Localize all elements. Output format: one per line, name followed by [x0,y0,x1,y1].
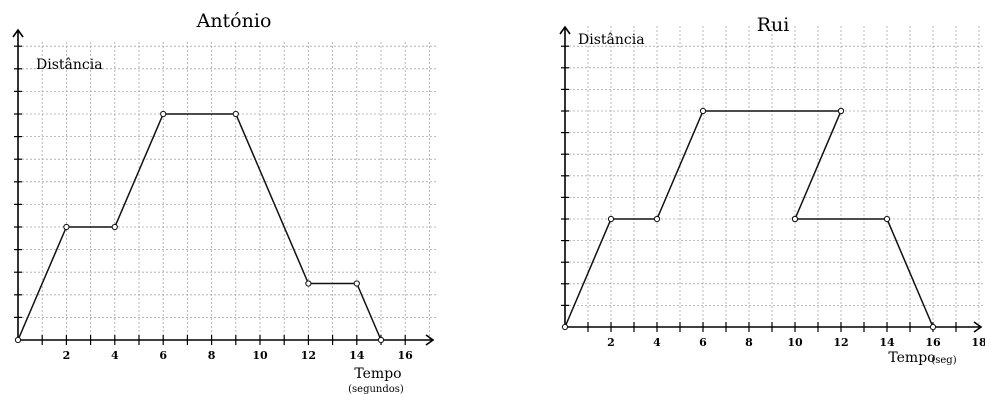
x-tick-label: 2 [63,349,71,362]
x-axis-unit: (segundos) [348,384,404,394]
x-axis-unit: (seg) [931,355,956,366]
data-point [63,223,70,231]
data-point [377,336,385,344]
data-point [160,110,167,118]
x-tick-label: 12 [833,336,848,349]
data-point [353,280,360,287]
y-axis-label: Distância [578,32,645,48]
series-line [17,113,382,341]
x-axis-label: Tempo [354,366,401,382]
grid [565,26,985,327]
data-point [111,223,118,231]
chart-title: António [196,10,272,32]
data-point [791,215,799,223]
grid [18,42,437,340]
data-point [929,323,937,331]
x-tick-label: 18 [971,336,985,349]
x-tick-label: 14 [349,349,365,362]
x-axis-arrow [973,321,983,333]
x-tick-label: 16 [925,336,941,349]
data-point [653,215,661,223]
x-tick-label: 14 [879,336,895,349]
y-axis-arrow [559,25,571,35]
x-axis-label: Tempo [888,350,935,366]
x-tick-label: 4 [653,336,661,349]
chart-antonio: 2 4 6 8 10 12 14 16 António Distância Tempo (segund… [12,10,437,394]
data-point [232,110,239,118]
x-tick-label: 2 [607,336,615,349]
data-point [14,336,22,344]
data-point [305,280,312,287]
data-point [883,215,891,223]
x-tick-label: 8 [208,349,216,362]
x-tick-label: 16 [398,349,414,362]
x-axis-arrow [425,334,435,346]
x-tick-label: 10 [252,349,268,362]
x-tick-label: 8 [745,336,753,349]
series-line [794,110,842,220]
chart-title: Rui [757,14,790,36]
x-tick-label: 6 [699,336,707,349]
data-point [699,107,707,115]
chart-rui: 2 4 6 8 10 12 14 16 18 Rui Distância Tempo(seg) [559,14,985,366]
data-point [837,107,845,115]
x-tick-label: 6 [159,349,167,362]
x-tick-label: 12 [301,349,316,362]
y-axis-arrow [12,28,24,38]
data-point [607,215,615,223]
y-axis-label: Distância [36,57,103,73]
x-tick-label: 4 [111,349,119,362]
x-tick-label: 10 [787,336,803,349]
data-point [561,323,569,331]
